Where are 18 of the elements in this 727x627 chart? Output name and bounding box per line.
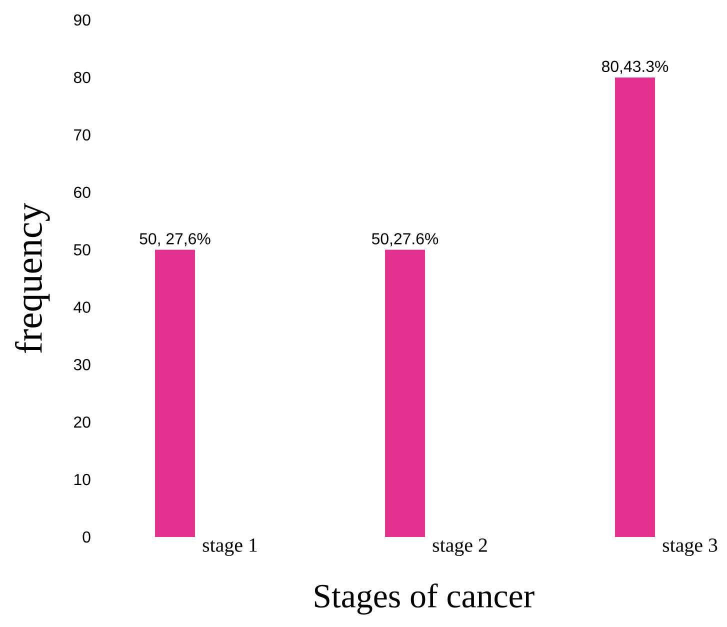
y-tick-label: 60 [74, 186, 90, 198]
x-tick-label: stage 2 [432, 538, 487, 556]
y-axis-title: frequency [14, 202, 50, 354]
y-tick-label: 30 [74, 359, 90, 370]
y-tick-label: 20 [74, 416, 90, 428]
y-tick-label: 80 [74, 72, 90, 84]
x-axis-title: Stages of cancer [314, 583, 534, 615]
x-tick-label: stage 3 [662, 538, 718, 556]
y-tick-label: 10 [74, 474, 90, 486]
y-tick-label: 0 [82, 531, 90, 543]
data-label: 50, 27,6% [140, 233, 210, 246]
y-tick-label: 70 [74, 129, 90, 141]
y-tick-label: 90 [74, 14, 90, 26]
data-label: 80,43.3% [602, 60, 668, 74]
y-tick-label: 40 [74, 302, 90, 313]
data-label: 50,27.6% [372, 233, 438, 246]
y-tick-label: 50 [74, 244, 90, 256]
x-tick-label: stage 1 [202, 538, 257, 556]
